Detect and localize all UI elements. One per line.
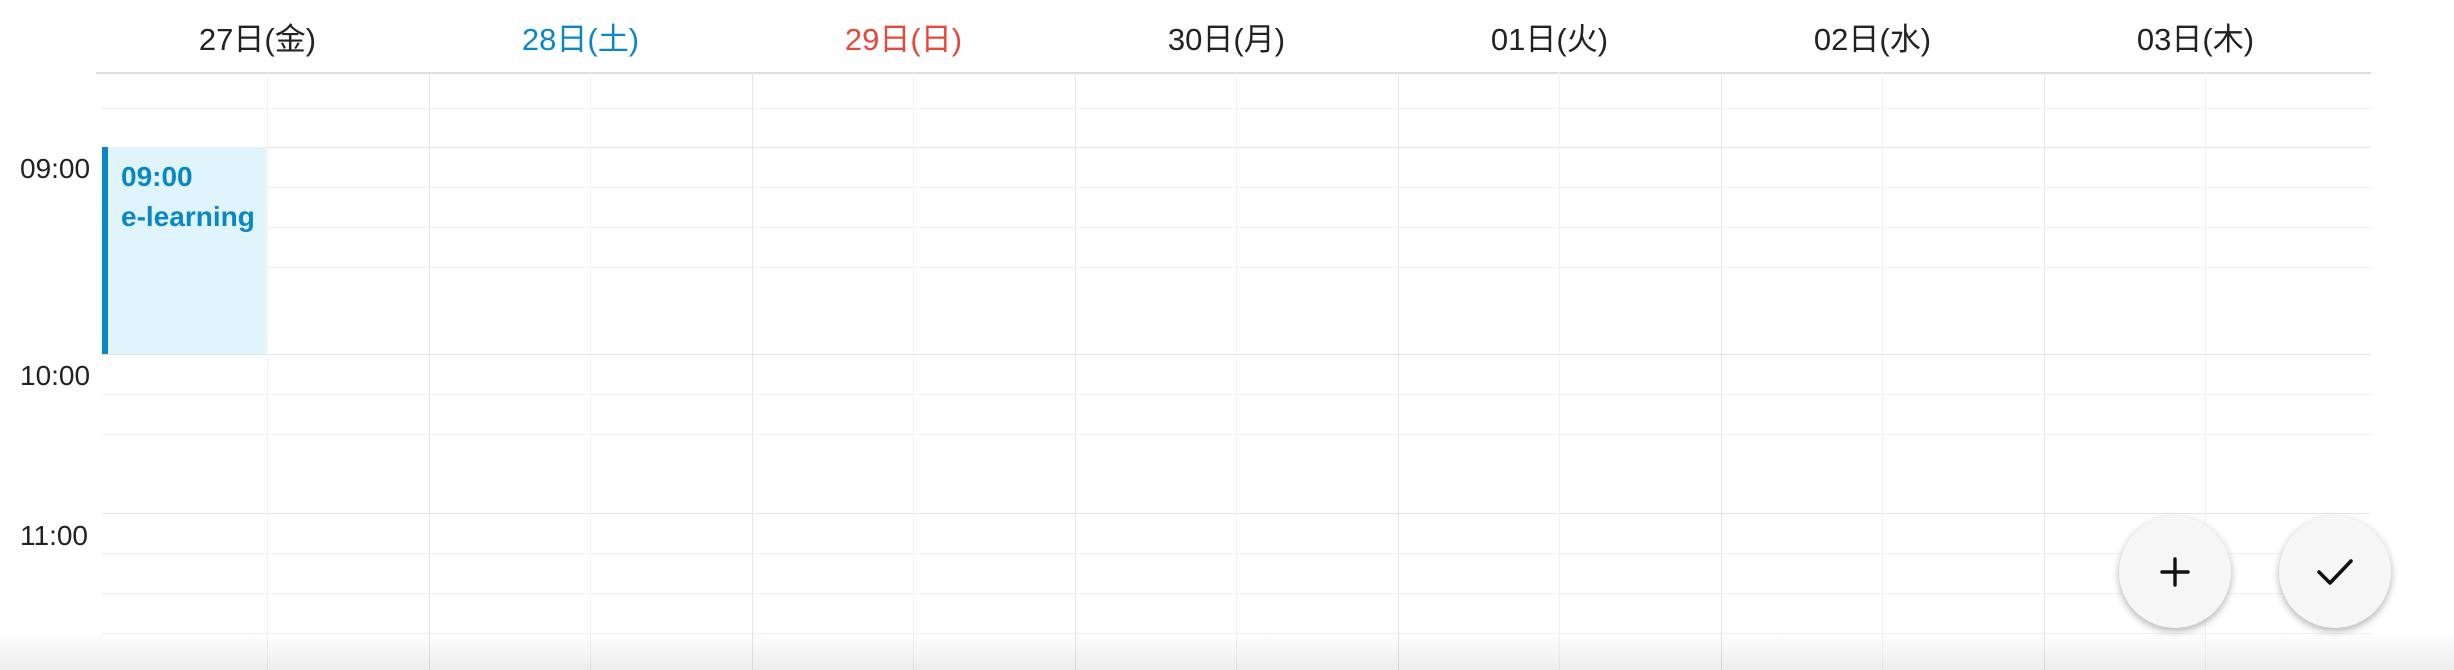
half-column-line — [2205, 72, 2206, 670]
half-column-line — [1236, 72, 1237, 670]
day-header-30[interactable]: 30日(月) — [1065, 0, 1388, 72]
time-label-1100: 11:00 — [20, 520, 88, 551]
half-column-line — [590, 72, 591, 670]
day-header-01[interactable]: 01日(火) — [1388, 0, 1711, 72]
week-header: 27日(金) 28日(土) 29日(日) 30日(月) 01日(火) 02日(水… — [96, 0, 2371, 74]
event-title: e-learning — [121, 201, 255, 232]
day-label: 03日(木) — [2136, 21, 2255, 57]
day-column-line — [1721, 72, 1722, 670]
half-column-line — [1559, 72, 1560, 670]
plus-icon — [2160, 557, 2190, 587]
time-label-0900: 09:00 — [20, 153, 91, 184]
check-icon — [2317, 559, 2353, 585]
event-e-learning[interactable]: 09:00 e-learning — [102, 147, 266, 354]
day-header-29[interactable]: 29日(日) — [742, 0, 1065, 72]
confirm-button[interactable] — [2279, 516, 2391, 628]
half-column-line — [267, 72, 268, 670]
time-label-1000: 10:00 — [20, 360, 91, 391]
day-label: 01日(火) — [1490, 21, 1609, 57]
event-time: 09:00 — [121, 161, 193, 192]
half-column-line — [1882, 72, 1883, 670]
day-label: 29日(日) — [844, 21, 963, 57]
day-header-27[interactable]: 27日(金) — [96, 0, 419, 72]
day-header-28[interactable]: 28日(土) — [419, 0, 742, 72]
day-label: 28日(土) — [521, 21, 640, 57]
day-header-02[interactable]: 02日(水) — [1711, 0, 2034, 72]
calendar-grid[interactable] — [102, 72, 2371, 670]
day-column-line — [2044, 72, 2045, 670]
day-column-line — [1075, 72, 1076, 670]
day-header-03[interactable]: 03日(木) — [2034, 0, 2357, 72]
day-label: 30日(月) — [1167, 21, 1286, 57]
day-label: 27日(金) — [198, 21, 317, 57]
add-event-button[interactable] — [2119, 516, 2231, 628]
half-column-line — [913, 72, 914, 670]
day-column-line — [1398, 72, 1399, 670]
day-column-line — [429, 72, 430, 670]
day-label: 02日(水) — [1813, 21, 1932, 57]
day-column-line — [752, 72, 753, 670]
